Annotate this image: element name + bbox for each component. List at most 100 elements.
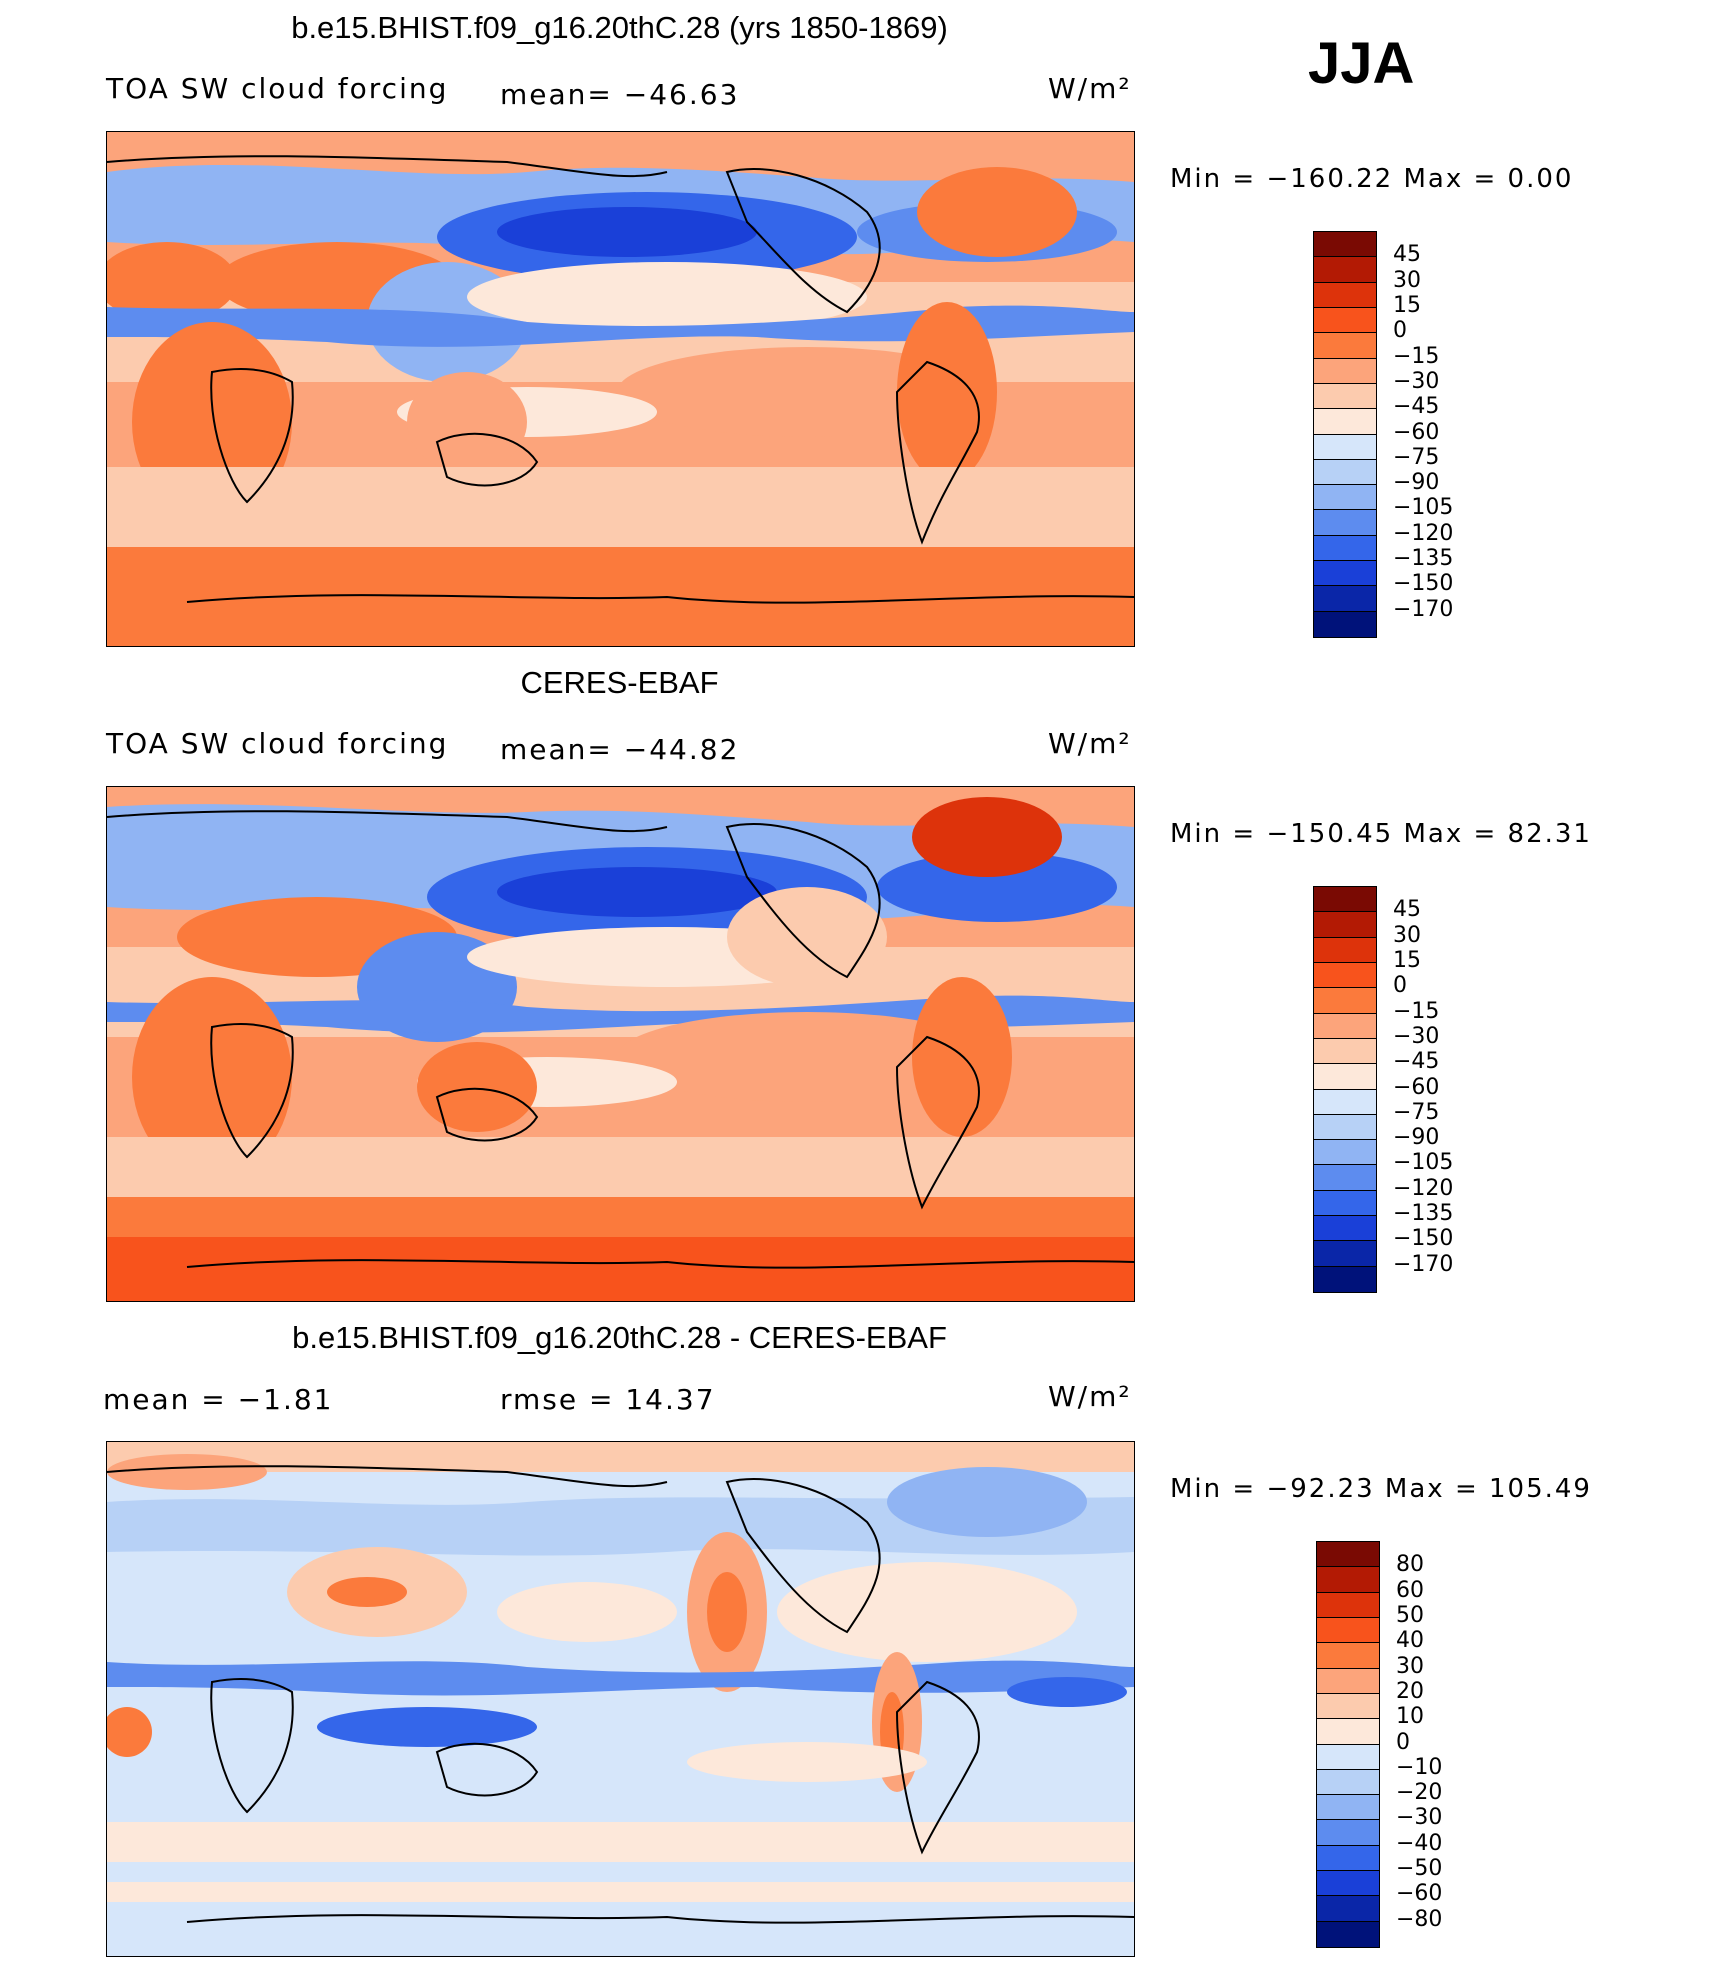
colorbar-segment [1314, 232, 1376, 258]
colorbar-segment [1314, 307, 1376, 334]
panel-2-title: CERES-EBAF [520, 665, 719, 700]
colorbar-tick-label: −60 [1393, 1074, 1440, 1100]
colorbar-tick-label: −60 [1393, 419, 1440, 445]
colorbar-tick-label: −170 [1393, 1251, 1454, 1277]
colorbar-tick-label: −80 [1396, 1906, 1443, 1932]
panel-1-map [106, 131, 1135, 647]
colorbar-segment [1314, 937, 1376, 963]
panel-2-units: W/m² [1048, 727, 1132, 760]
colorbar-segment [1314, 409, 1376, 435]
colorbar-segment [1317, 1719, 1379, 1745]
colorbar-segment [1314, 510, 1376, 536]
panel-3-title: b.e15.BHIST.f09_g16.20thC.28 - CERES-EBA… [292, 1320, 947, 1355]
panel-3-rmse: rmse = 14.37 [500, 1383, 716, 1416]
colorbar-tick-label: 50 [1396, 1602, 1424, 1628]
colorbar-tick-label: 45 [1393, 242, 1421, 268]
colorbar-tick-label: −90 [1393, 470, 1440, 496]
colorbar-tick-label: −75 [1393, 1099, 1440, 1125]
colorbar-tick-label: −120 [1393, 1175, 1454, 1201]
colorbar-segment [1314, 1013, 1376, 1039]
colorbar-tick-label: −150 [1393, 1226, 1454, 1252]
panel-1-mean: mean= −46.63 [500, 78, 740, 111]
colorbar-tick-label: −30 [1393, 1023, 1440, 1049]
colorbar-segment [1314, 1241, 1376, 1267]
colorbar-tick-label: 30 [1393, 922, 1421, 948]
colorbar-segment [1317, 1542, 1379, 1568]
colorbar-segment [1314, 586, 1376, 612]
colorbar-segment [1317, 1896, 1379, 1922]
panel-2-map [106, 786, 1135, 1302]
colorbar-tick-label: 30 [1393, 267, 1421, 293]
colorbar-segment [1317, 1921, 1379, 1947]
panel-2-variable-label: TOA SW cloud forcing [106, 727, 449, 760]
colorbar-tick-label: −90 [1393, 1125, 1440, 1151]
colorbar-segment [1314, 912, 1376, 938]
panel-3-units: W/m² [1048, 1380, 1132, 1413]
colorbar-segment [1317, 1769, 1379, 1796]
panel-3-colorbar [1316, 1541, 1380, 1948]
colorbar-tick-label: 15 [1393, 292, 1421, 318]
colorbar-tick-label: 0 [1396, 1729, 1410, 1755]
colorbar-segment [1314, 1140, 1376, 1166]
colorbar-segment [1314, 1190, 1376, 1217]
colorbar-tick-label: 40 [1396, 1628, 1424, 1654]
colorbar-segment [1317, 1643, 1379, 1669]
colorbar-segment [1317, 1795, 1379, 1821]
colorbar-segment [1314, 282, 1376, 308]
panel-1-variable-label: TOA SW cloud forcing [106, 72, 449, 105]
colorbar-segment [1314, 333, 1376, 359]
colorbar-tick-label: −30 [1393, 368, 1440, 394]
colorbar-tick-label: 30 [1396, 1653, 1424, 1679]
colorbar-segment [1314, 1266, 1376, 1292]
colorbar-segment [1317, 1744, 1379, 1770]
colorbar-segment [1317, 1845, 1379, 1872]
colorbar-tick-label: −30 [1396, 1805, 1443, 1831]
colorbar-segment [1314, 988, 1376, 1014]
colorbar-segment [1317, 1617, 1379, 1644]
colorbar-segment [1314, 459, 1376, 486]
colorbar-tick-label: −45 [1393, 394, 1440, 420]
colorbar-tick-label: −105 [1393, 495, 1454, 521]
colorbar-tick-label: −170 [1393, 596, 1454, 622]
colorbar-segment [1314, 1114, 1376, 1141]
colorbar-segment [1314, 485, 1376, 511]
colorbar-segment [1317, 1668, 1379, 1694]
colorbar-segment [1317, 1592, 1379, 1618]
colorbar-segment [1314, 434, 1376, 460]
colorbar-tick-label: −15 [1393, 998, 1440, 1024]
panel-2-minmax: Min = −150.45 Max = 82.31 [1170, 819, 1592, 849]
season-label: JJA [1308, 31, 1415, 96]
colorbar-segment [1314, 1038, 1376, 1065]
colorbar-tick-label: 60 [1396, 1577, 1424, 1603]
colorbar-tick-label: −135 [1393, 546, 1454, 572]
colorbar-segment [1314, 611, 1376, 637]
colorbar-tick-label: 45 [1393, 897, 1421, 923]
colorbar-segment [1317, 1871, 1379, 1897]
panel-2-colorbar [1313, 886, 1377, 1293]
colorbar-segment [1314, 535, 1376, 562]
panel-3-mean: mean = −1.81 [103, 1383, 334, 1416]
panel-1-colorbar [1313, 231, 1377, 638]
colorbar-tick-label: −15 [1393, 343, 1440, 369]
panel-1-minmax: Min = −160.22 Max = 0.00 [1170, 164, 1574, 194]
colorbar-segment [1314, 1216, 1376, 1242]
colorbar-tick-label: 80 [1396, 1552, 1424, 1578]
colorbar-tick-label: 10 [1396, 1704, 1424, 1730]
colorbar-tick-label: 0 [1393, 318, 1407, 344]
colorbar-segment [1314, 383, 1376, 410]
colorbar-segment [1314, 1165, 1376, 1191]
panel-1-units: W/m² [1048, 72, 1132, 105]
colorbar-tick-label: 15 [1393, 947, 1421, 973]
panel-1-title: b.e15.BHIST.f09_g16.20thC.28 (yrs 1850-1… [291, 10, 948, 45]
colorbar-tick-label: −150 [1393, 571, 1454, 597]
colorbar-tick-label: −50 [1396, 1856, 1443, 1882]
colorbar-tick-label: −105 [1393, 1150, 1454, 1176]
colorbar-segment [1317, 1567, 1379, 1593]
colorbar-tick-label: −40 [1396, 1830, 1443, 1856]
colorbar-tick-label: −45 [1393, 1049, 1440, 1075]
colorbar-segment [1314, 1089, 1376, 1115]
colorbar-segment [1314, 1064, 1376, 1090]
colorbar-tick-label: −75 [1393, 444, 1440, 470]
panel-2-mean: mean= −44.82 [500, 733, 740, 766]
colorbar-tick-label: −60 [1396, 1881, 1443, 1907]
